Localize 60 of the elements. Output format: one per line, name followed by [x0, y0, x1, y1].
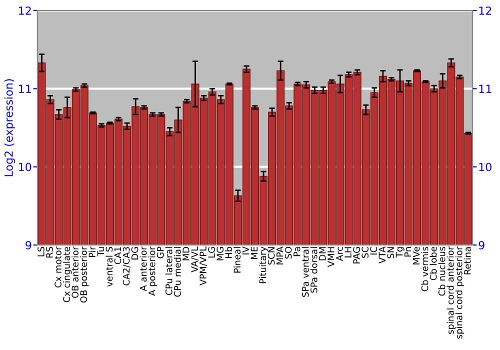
x-tick-label: CPu lateral [165, 247, 172, 295]
x-tick-label: Cx cingulate [62, 246, 72, 302]
x-tick-label: spinal cord posterior [455, 246, 464, 339]
x-tick-label: MPA [276, 246, 284, 264]
x-tick-label: spinal cord anterior [446, 246, 456, 334]
x-tick-label: VPM/VPL [200, 246, 208, 286]
x-tick-label: Cb nucleus [438, 246, 446, 296]
x-tick-label: DM [319, 247, 326, 260]
x-tick-label: RS [46, 246, 53, 258]
x-tick-label: PAG [353, 247, 360, 264]
x-tick-label: SC [362, 246, 368, 258]
x-tick-label: LG [208, 247, 215, 258]
x-tick-label: LS [38, 246, 44, 256]
y-axis-title: Log2 (expression) [4, 79, 16, 176]
x-tick-label: OB anterior [72, 246, 78, 298]
x-tick-label: SPa ventral [302, 247, 309, 297]
x-tick-label: VTA [378, 246, 386, 264]
y-tick-label: 10 [19, 162, 32, 172]
x-tick-label: VA/VL [191, 246, 199, 272]
x-tick-label: SCN [268, 247, 275, 265]
y-tick-label: 11 [19, 84, 31, 93]
x-tick-label: Retina [464, 247, 471, 274]
x-tick-label: IC [370, 246, 378, 254]
x-tick-label: Arc [336, 246, 343, 261]
x-tick-label: MD [182, 246, 190, 260]
y2-tick-label: 11 [479, 84, 492, 93]
x-tick-label: LH [344, 247, 352, 258]
x-tick-label: ME [250, 246, 258, 259]
y2-tick-label: 9 [478, 240, 484, 250]
x-tick-label: CA1 [114, 247, 122, 264]
x-tick-label: SPa dorsal [310, 247, 318, 293]
x-tick-label: Tg [396, 247, 404, 258]
x-tick-label: Cx motor [54, 246, 62, 288]
x-tick-label: IV [242, 246, 249, 254]
x-tick-label: SO [284, 246, 292, 259]
x-tick-label: ventral S [106, 246, 113, 287]
x-tick-label: CPu medial [174, 247, 181, 297]
x-tick-label: A posterior [148, 246, 158, 296]
x-tick-label: Cb vermis [421, 246, 428, 292]
x-tick-label: Hb [225, 246, 232, 258]
x-tick-label: Cb lobe [430, 246, 437, 280]
x-tick-label: Pir [88, 246, 96, 257]
x-tick-label: Pa [294, 247, 300, 256]
x-tick-label: Tu [97, 247, 104, 256]
y2-tick-label: 10 [479, 162, 492, 172]
x-tick-label: Pn [404, 247, 412, 257]
x-tick-label: A anterior [140, 246, 147, 292]
y-tick-label: 12 [19, 6, 31, 15]
x-tick-label: MVe [412, 246, 420, 264]
x-tick-label: Pineal [234, 247, 241, 273]
x-tick-label: VMH [328, 247, 334, 268]
x-tick-label: SN [387, 247, 394, 258]
y-tick-label: 9 [26, 240, 32, 250]
x-tick-label: GP [156, 246, 164, 258]
x-tick-label: MG [216, 247, 224, 260]
x-tick-label: DG [131, 247, 138, 260]
x-tick-label: CA2/CA3 [122, 247, 130, 286]
x-tick-label: Pituitary [259, 246, 268, 284]
x-tick-label: OB posterior [80, 246, 89, 303]
y2-tick-label: 12 [479, 6, 492, 15]
